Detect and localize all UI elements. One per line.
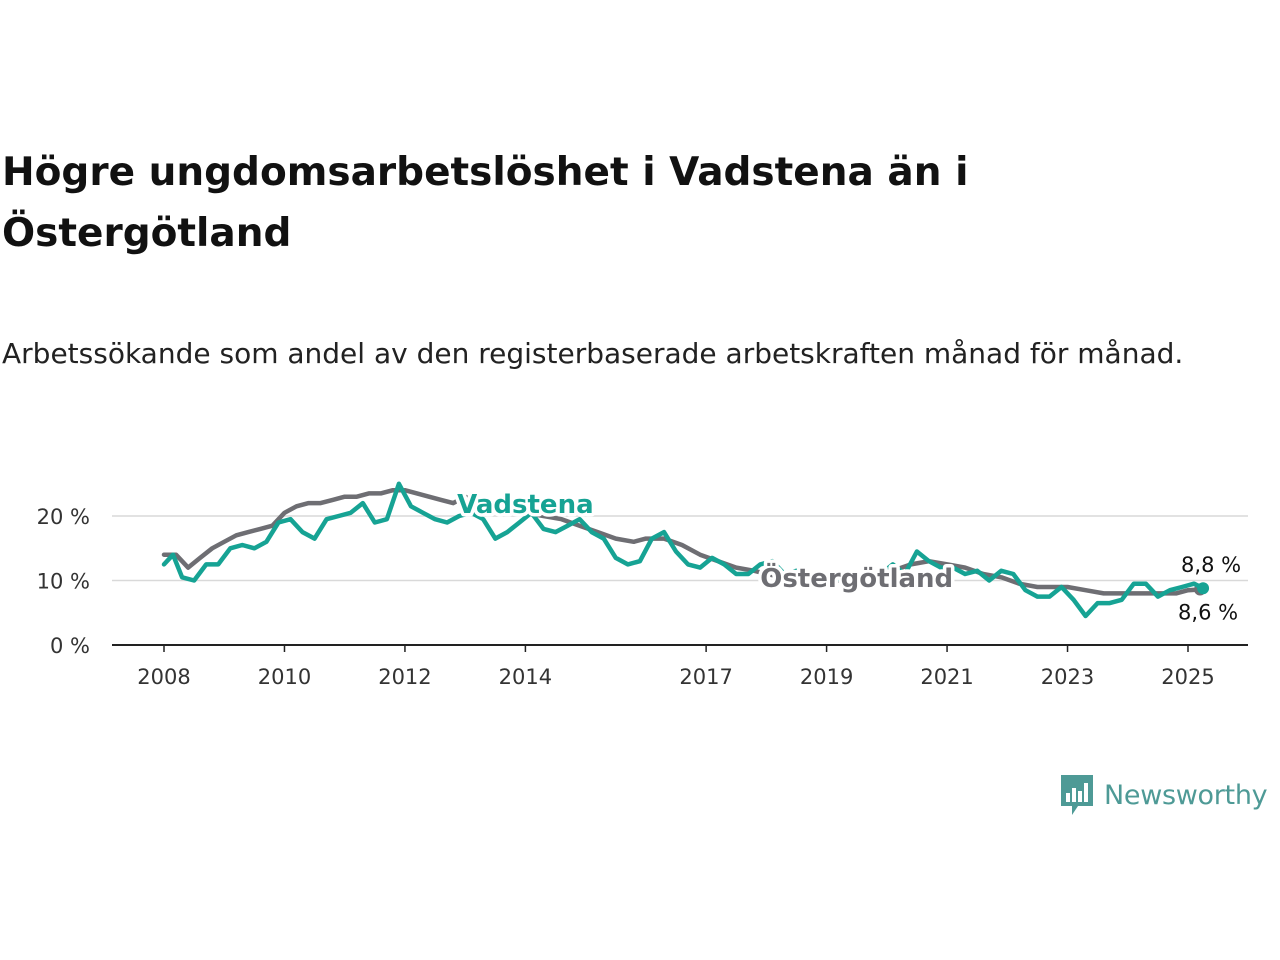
series-lines [161,481,1210,619]
series-end-point [1197,582,1210,595]
newsworthy-logo-icon [1061,775,1093,815]
x-tick-label: 2017 [679,665,732,689]
x-tick-label: 2021 [920,665,973,689]
series-label: Vadstena [457,490,593,520]
grid-lines [112,515,1248,582]
end-value-label: 8,6 % [1178,601,1238,625]
x-tick-label: 2019 [800,665,853,689]
x-tick-label: 2008 [137,665,190,689]
page-subtitle: Arbetssökande som andel av den registerb… [2,337,1184,370]
series-labels: Östergötland Vadstena 8,8 % 8,6 % [454,486,1244,627]
x-tick-label: 2025 [1161,665,1214,689]
brand-name: Newsworthy [1104,779,1268,811]
y-axis: 0 % 10 % 20 % [37,505,90,658]
series-line-vadstena [161,481,1206,619]
y-tick-label: 10 % [37,570,90,594]
x-tick-label: 2012 [378,665,431,689]
x-tick-label: 2023 [1041,665,1094,689]
brand-logo: Newsworthy [1058,772,1268,818]
line-chart: 2008 2010 2012 2014 2017 2019 2021 2023 2025 0 %… [37,481,1248,689]
y-tick-label: 0 % [50,634,90,658]
series-label: Östergötland [760,561,953,594]
x-tick-label: 2014 [499,665,552,689]
series-line-östergötland [161,487,1203,596]
page-title: Högre ungdomsarbetslöshet i Vadstena än … [2,150,969,256]
x-tick-label: 2010 [258,665,311,689]
end-value-label: 8,8 % [1181,553,1241,577]
x-axis: 2008 2010 2012 2014 2017 2019 2021 2023 2025 [112,644,1248,689]
y-tick-label: 20 % [37,505,90,529]
